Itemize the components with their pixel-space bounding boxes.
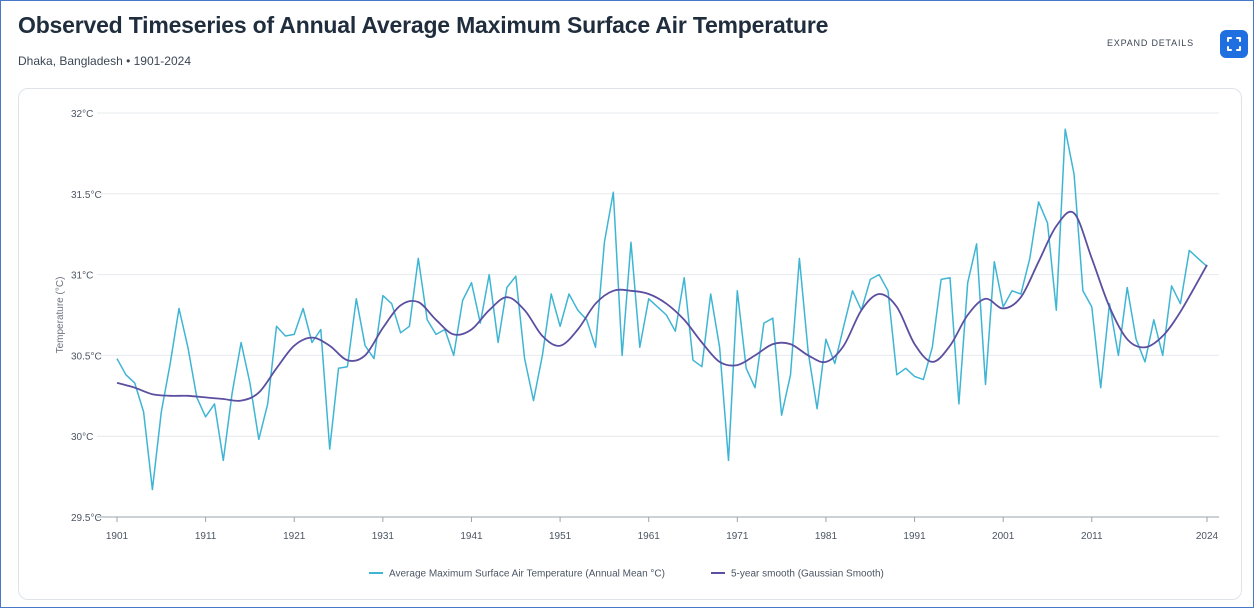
series-line-smooth [116,210,1208,402]
expand-icon [1227,37,1241,51]
x-tick-label: 1931 [372,531,395,542]
x-tick-label: 2024 [1196,531,1219,542]
x-tick-label: 1961 [638,531,661,542]
x-tick-label: 2001 [992,531,1015,542]
x-tick-label: 1981 [815,531,838,542]
x-tick-label: 1921 [283,531,306,542]
y-axis-title: Temperature (°C) [55,277,66,354]
x-axis-ticks: 1901 1911 1921 1931 1941 1951 1961 1971 1981 1991… [106,517,1219,542]
y-tick-label: 30°C [71,432,93,443]
x-tick-label: 1941 [460,531,483,542]
series-line-annual [116,128,1208,491]
x-tick-label: 2011 [1081,531,1103,542]
y-tick-label: 30.5°C [71,351,102,362]
x-tick-label: 1951 [549,531,572,542]
x-tick-label: 1971 [726,531,749,542]
expand-details-label[interactable]: EXPAND DETAILS [1107,38,1194,48]
chart-subtitle: Dhaka, Bangladesh • 1901-2024 [18,54,191,68]
expand-details-button[interactable] [1220,30,1248,58]
y-axis-ticks: 29.5°C 30°C 30.5°C 31°C 31.5°C 32°C [71,109,102,524]
y-tick-label: 31.5°C [71,190,102,201]
y-tick-label: 32°C [71,109,93,120]
legend-label: Average Maximum Surface Air Temperature … [389,569,665,580]
x-tick-label: 1901 [106,531,129,542]
chart-card: 29.5°C 30°C 30.5°C 31°C 31.5°C 32°C 1901 1911 1… [18,88,1242,600]
y-tick-label: 29.5°C [71,513,102,524]
x-tick-label: 1911 [195,531,217,542]
line-chart: 29.5°C30°C30.5°C31°C31.5°C32°C 1901 1911 1… [55,109,1219,580]
x-tick-label: 1991 [903,531,926,542]
series-lines [116,128,1208,491]
gridlines [97,112,1219,518]
legend: Average Maximum Surface Air Temperature … [369,569,884,580]
legend-label: 5-year smooth (Gaussian Smooth) [731,569,884,580]
y-tick-label: 31°C [71,271,93,282]
chart-title: Observed Timeseries of Annual Average Ma… [18,12,829,38]
